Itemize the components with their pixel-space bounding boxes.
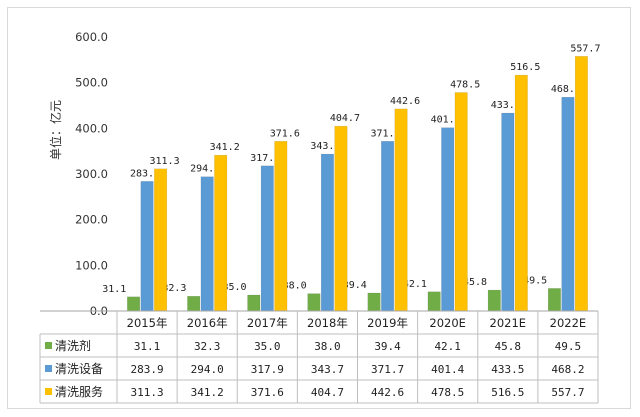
data-label: 311.3 [150,156,180,167]
bar [427,291,441,312]
legend-swatch [45,365,52,372]
category-label: 2017年 [247,316,288,330]
bar [441,127,455,312]
bar [561,96,575,312]
data-label: 49.5 [523,275,547,286]
category-label: 2022E [550,316,587,330]
category-label: 2016年 [187,316,228,330]
table-cell: 341.2 [191,386,224,399]
table-cell: 294.0 [191,363,224,376]
table-cell: 38.0 [314,340,341,353]
bar [514,74,528,312]
data-label: 433.5 [491,100,521,111]
bar [127,296,141,312]
data-label: 401.4 [431,115,461,126]
table-cell: 283.9 [131,363,164,376]
table-cell: 516.5 [491,386,524,399]
data-label: 478.5 [450,79,480,90]
table-cell: 311.3 [131,386,164,399]
category-label: 2019年 [367,316,408,330]
table-cell: 401.4 [431,363,464,376]
bar [200,176,214,312]
bar [454,92,468,312]
bar [381,141,395,312]
table-cell: 468.2 [551,363,584,376]
data-label: 45.8 [463,277,487,288]
bar [247,294,261,312]
table-cell: 35.0 [254,340,281,353]
data-label: 442.6 [390,96,420,107]
bar [320,153,334,312]
legend-label: 清洗设备 [55,362,103,376]
bar [574,56,588,312]
data-label: 35.0 [222,282,246,293]
bar [394,108,408,312]
legend-label: 清洗服务 [55,384,103,399]
y-axis-label: 单位：亿元 [48,100,63,160]
category-label: 2021E [490,316,527,330]
table-cell: 317.9 [251,363,284,376]
category-label: 2015年 [127,316,168,330]
data-label: 294.0 [190,164,220,175]
legend-label: 清洗剂 [55,338,91,353]
data-label: 283.9 [130,168,160,179]
bar [214,154,228,312]
data-label: 371.7 [371,128,401,139]
data-label: 404.7 [330,113,360,124]
y-tick-label: 400.0 [75,121,108,135]
y-tick-label: 600.0 [75,30,108,44]
table-cell: 42.1 [434,340,461,353]
category-label: 2020E [429,316,466,330]
bar [140,181,154,312]
data-label: 32.3 [162,283,186,294]
data-label: 468.2 [551,84,581,95]
table-cell: 371.7 [371,363,404,376]
bar [260,165,274,312]
table-cell: 49.5 [555,340,582,353]
data-label: 371.6 [270,128,300,139]
table-cell: 404.7 [311,386,344,399]
table-cell: 442.6 [371,386,404,399]
data-label: 42.1 [403,279,427,290]
bar [274,141,288,312]
category-label: 2018年 [307,316,348,330]
data-label: 341.2 [210,142,240,153]
y-tick-label: 100.0 [75,258,108,272]
y-tick-label: 500.0 [75,76,108,90]
data-label: 557.7 [570,43,600,54]
legend-swatch [45,342,52,349]
table-cell: 31.1 [134,340,161,353]
table-cell: 45.8 [495,340,522,353]
data-label: 516.5 [510,62,540,73]
table-cell: 32.3 [194,340,221,353]
bar [154,168,168,312]
table-cell: 343.7 [311,363,344,376]
data-label: 31.1 [102,284,126,295]
data-label: 317.9 [250,153,280,164]
bar [487,289,501,312]
data-label: 38.0 [283,281,307,292]
data-label: 343.7 [310,141,340,152]
y-tick-label: 200.0 [75,213,108,227]
table-cell: 433.5 [491,363,524,376]
table-cell: 478.5 [431,386,464,399]
bar [547,288,561,312]
bar [307,293,321,312]
bar [334,125,348,312]
bar [187,295,201,312]
legend-swatch [45,388,52,395]
y-tick-label: 300.0 [75,167,108,181]
bar [501,112,515,312]
table-cell: 371.6 [251,386,284,399]
table-cell: 39.4 [374,340,401,353]
data-label: 39.4 [343,280,367,291]
bar [367,292,381,312]
table-cell: 557.7 [551,386,584,399]
